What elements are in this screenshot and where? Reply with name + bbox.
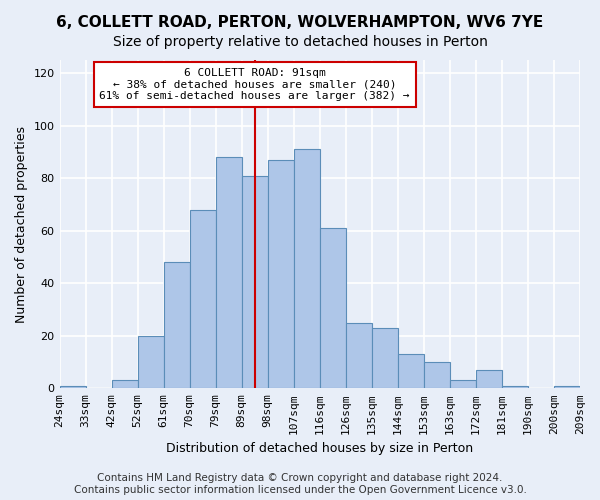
Text: Contains HM Land Registry data © Crown copyright and database right 2024.
Contai: Contains HM Land Registry data © Crown c… (74, 474, 526, 495)
X-axis label: Distribution of detached houses by size in Perton: Distribution of detached houses by size … (166, 442, 473, 455)
Bar (215, 157, 242, 388)
Bar (242, 176, 268, 388)
Bar (398, 354, 424, 388)
Text: 6 COLLETT ROAD: 91sqm
← 38% of detached houses are smaller (240)
61% of semi-det: 6 COLLETT ROAD: 91sqm ← 38% of detached … (100, 68, 410, 101)
Text: Size of property relative to detached houses in Perton: Size of property relative to detached ho… (113, 35, 487, 49)
Bar (294, 150, 320, 388)
Y-axis label: Number of detached properties: Number of detached properties (15, 126, 28, 322)
Bar (164, 262, 190, 388)
Bar (424, 362, 450, 388)
Bar (346, 322, 372, 388)
Text: 6, COLLETT ROAD, PERTON, WOLVERHAMPTON, WV6 7YE: 6, COLLETT ROAD, PERTON, WOLVERHAMPTON, … (56, 15, 544, 30)
Bar (268, 160, 294, 388)
Bar (554, 386, 580, 388)
Bar (450, 380, 476, 388)
Bar (320, 228, 346, 388)
Bar (137, 336, 164, 388)
Bar (190, 210, 215, 388)
Bar (112, 380, 137, 388)
Bar (59, 386, 86, 388)
Bar (476, 370, 502, 388)
Bar (372, 328, 398, 388)
Bar (502, 386, 528, 388)
